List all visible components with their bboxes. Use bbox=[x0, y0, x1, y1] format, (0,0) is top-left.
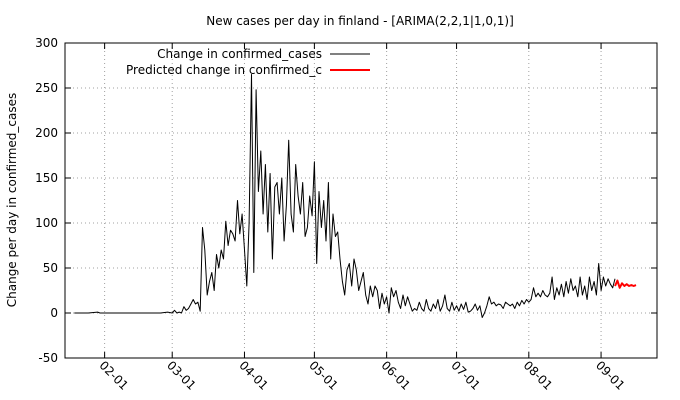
y-tick-label: 0 bbox=[50, 306, 58, 320]
series-line-actual bbox=[74, 74, 616, 318]
series-line-predicted bbox=[614, 279, 637, 289]
x-tick-label: 05-01 bbox=[306, 358, 341, 393]
y-tick-label: 100 bbox=[35, 216, 58, 230]
plot-series bbox=[74, 74, 637, 318]
y-tick-label: 250 bbox=[35, 81, 58, 95]
y-axis-label: Change per day in confirmed_cases bbox=[5, 93, 19, 308]
x-tick-label: 04-01 bbox=[236, 358, 271, 393]
y-tick-label: 50 bbox=[43, 261, 58, 275]
x-tick-label: 02-01 bbox=[97, 358, 132, 393]
y-tick-label: 300 bbox=[35, 36, 58, 50]
plot-frame bbox=[64, 42, 658, 359]
chart-title: New cases per day in finland - [ARIMA(2,… bbox=[206, 14, 514, 28]
grid-lines bbox=[65, 43, 657, 358]
x-tick-label: 07-01 bbox=[448, 358, 483, 393]
x-tick-label: 03-01 bbox=[164, 358, 199, 393]
x-tick-label: 06-01 bbox=[379, 358, 414, 393]
x-tick-label: 08-01 bbox=[521, 358, 556, 393]
y-tick-label: 150 bbox=[35, 171, 58, 185]
legend: Change in confirmed_cases Predicted chang… bbox=[126, 47, 370, 77]
y-tick-label: -50 bbox=[38, 351, 58, 365]
legend-label: Change in confirmed_cases bbox=[157, 47, 322, 61]
legend-label: Predicted change in confirmed_c bbox=[126, 63, 322, 77]
x-tick-label: 09-01 bbox=[593, 358, 628, 393]
y-tick-label: 200 bbox=[35, 126, 58, 140]
axis-ticks: -50 0 50 100 150 200 250 300 02-01 03-01 04-01 05-0… bbox=[35, 36, 657, 393]
